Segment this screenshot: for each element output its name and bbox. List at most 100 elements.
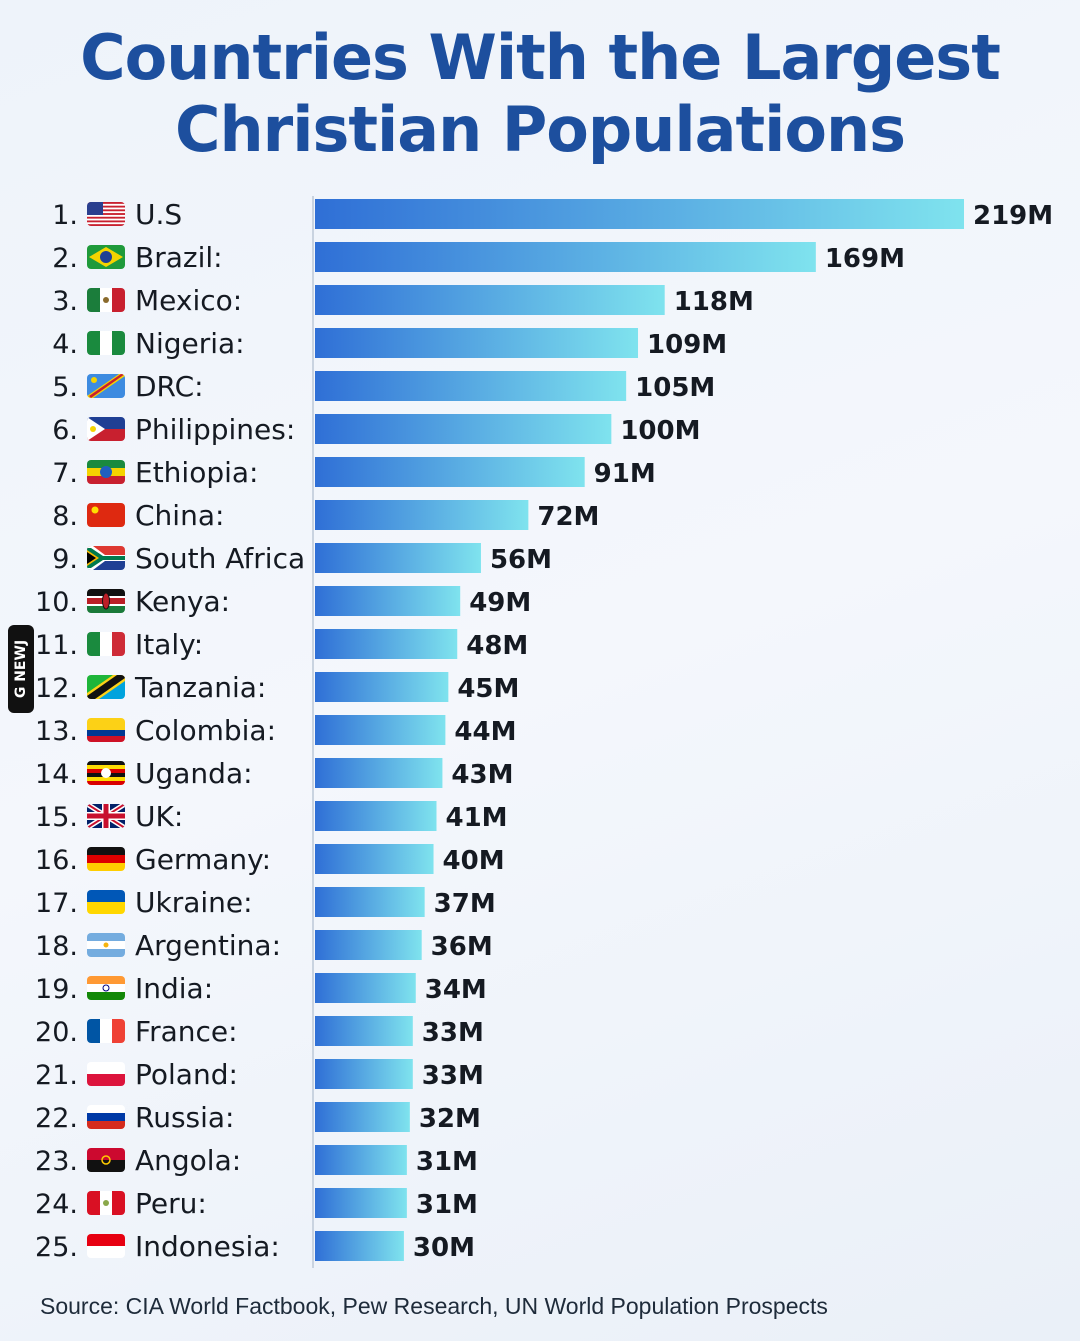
value-label: 34M: [425, 975, 487, 1005]
russia-flag-icon: [87, 1105, 125, 1129]
rank-label: 15.: [35, 802, 78, 833]
peru-flag-icon: [87, 1191, 125, 1215]
philippines-flag-icon: [87, 417, 125, 441]
value-label: 118M: [674, 287, 754, 317]
category-label: Colombia:: [135, 714, 276, 747]
chart-row-italy: 11. Italy: 48M: [35, 628, 528, 661]
watermark-badge: G NEWJ: [8, 625, 34, 713]
bar-south-africa: [315, 543, 481, 573]
rank-label: 21.: [35, 1060, 78, 1091]
bar-angola: [315, 1145, 407, 1175]
chart-row-france: 20. France: 33M: [35, 1015, 484, 1048]
bar-peru: [315, 1188, 407, 1218]
chart-row-philippines: 6. Philippines: 100M: [52, 413, 700, 446]
chart-row-south-africa: 9. South Africa 56M: [52, 542, 552, 575]
rank-label: 8.: [52, 501, 78, 532]
chart-row-ukraine: 17. Ukraine: 37M: [35, 886, 496, 919]
value-label: 31M: [416, 1190, 478, 1220]
germany-flag-icon: [87, 847, 125, 871]
bar-uk: [315, 801, 437, 831]
category-label: France:: [135, 1015, 238, 1048]
category-label: Germany:: [135, 843, 271, 876]
value-label: 44M: [454, 717, 516, 747]
drc-flag-icon: [87, 374, 125, 398]
brazil-flag-icon: [87, 245, 125, 269]
category-label: Italy:: [135, 628, 203, 661]
bar-mexico: [315, 285, 665, 315]
mexico-flag-icon: [87, 288, 125, 312]
category-label: Ukraine:: [135, 886, 253, 919]
category-label: Kenya:: [135, 585, 230, 618]
chart-row-tanzania: 12. Tanzania: 45M: [35, 671, 519, 704]
bar-uganda: [315, 758, 443, 788]
bar-ukraine: [315, 887, 425, 917]
value-label: 91M: [594, 459, 656, 489]
bar-italy: [315, 629, 458, 659]
value-label: 32M: [419, 1104, 481, 1134]
chart-row-us: 1. U.S 219M: [52, 198, 1053, 231]
colombia-flag-icon: [87, 718, 125, 742]
value-label: 40M: [443, 846, 505, 876]
category-label: Mexico:: [135, 284, 242, 317]
chart-row-nigeria: 4. Nigeria: 109M: [52, 327, 727, 360]
chart-row-indonesia: 25. Indonesia: 30M: [35, 1230, 475, 1263]
chart-row-poland: 21. Poland: 33M: [35, 1058, 484, 1091]
chart-row-peru: 24. Peru: 31M: [35, 1187, 478, 1220]
watermark-text: G NEWJ: [13, 639, 29, 699]
bar-france: [315, 1016, 413, 1046]
bar-argentina: [315, 930, 422, 960]
value-label: 48M: [466, 631, 528, 661]
chart-row-russia: 22. Russia: 32M: [35, 1101, 481, 1134]
rank-label: 25.: [35, 1232, 78, 1263]
value-label: 169M: [825, 244, 905, 274]
value-label: 56M: [490, 545, 552, 575]
kenya-flag-icon: [87, 589, 125, 613]
chart-row-uganda: 14. Uganda: 43M: [35, 757, 513, 790]
rank-label: 22.: [35, 1103, 78, 1134]
bar-us: [315, 199, 964, 229]
chart-row-kenya: 10. Kenya: 49M: [35, 585, 531, 618]
source-note: Source: CIA World Factbook, Pew Research…: [40, 1293, 828, 1319]
category-label: Russia:: [135, 1101, 235, 1134]
bar-indonesia: [315, 1231, 404, 1261]
rank-label: 4.: [52, 329, 78, 360]
value-label: 45M: [457, 674, 519, 704]
value-label: 43M: [451, 760, 513, 790]
rank-label: 14.: [35, 759, 78, 790]
category-label: U.S: [135, 198, 182, 231]
poland-flag-icon: [87, 1062, 125, 1086]
rank-label: 6.: [52, 415, 78, 446]
angola-flag-icon: [87, 1148, 125, 1172]
chart-row-argentina: 18. Argentina: 36M: [35, 929, 493, 962]
bar-brazil: [315, 242, 816, 272]
page-title: Countries With the Largest Christian Pop…: [0, 22, 1080, 166]
value-label: 49M: [469, 588, 531, 618]
bar-philippines: [315, 414, 612, 444]
bar-germany: [315, 844, 434, 874]
bar-colombia: [315, 715, 446, 745]
bar-kenya: [315, 586, 461, 616]
uk-flag-icon: [87, 804, 125, 828]
value-label: 105M: [635, 373, 715, 403]
chart-row-germany: 16. Germany: 40M: [35, 843, 505, 876]
us-flag-icon: [87, 202, 125, 226]
rank-label: 16.: [35, 845, 78, 876]
value-label: 36M: [431, 932, 493, 962]
category-label: Ethiopia:: [135, 456, 258, 489]
category-label: Indonesia:: [135, 1230, 280, 1263]
category-label: Argentina:: [135, 929, 281, 962]
category-label: Brazil:: [135, 241, 223, 274]
tanzania-flag-icon: [87, 675, 125, 699]
rank-label: 24.: [35, 1189, 78, 1220]
rank-label: 20.: [35, 1017, 78, 1048]
rank-label: 2.: [52, 243, 78, 274]
rank-label: 12.: [35, 673, 78, 704]
bar-ethiopia: [315, 457, 585, 487]
bar-china: [315, 500, 529, 530]
bar-poland: [315, 1059, 413, 1089]
rank-label: 5.: [52, 372, 78, 403]
category-label: UK:: [135, 800, 183, 833]
argentina-flag-icon: [87, 933, 125, 957]
rank-label: 3.: [52, 286, 78, 317]
